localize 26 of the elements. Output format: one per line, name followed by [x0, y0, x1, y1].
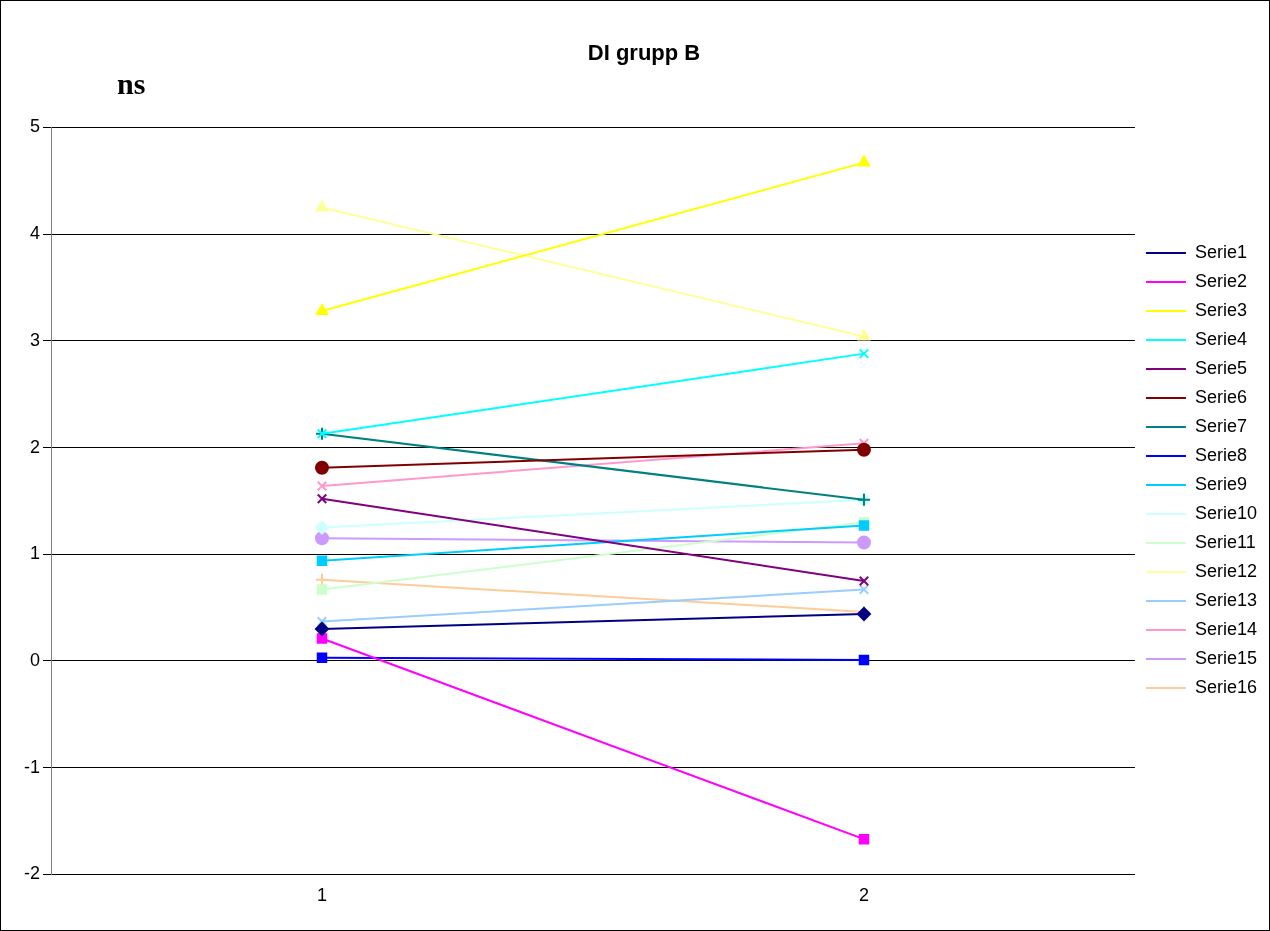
- y-tick-label: -1: [23, 756, 40, 777]
- legend-label: Serie11: [1194, 531, 1256, 552]
- legend-label: Serie13: [1194, 589, 1257, 610]
- y-tick-label: 3: [29, 329, 40, 350]
- legend-label: Serie7: [1194, 415, 1247, 436]
- legend-label: Serie16: [1194, 676, 1257, 697]
- legend-label: Serie12: [1194, 560, 1257, 581]
- legend-label: Serie8: [1194, 444, 1247, 465]
- legend-label: Serie9: [1194, 473, 1247, 494]
- y-tick-label: 1: [29, 543, 40, 564]
- text: ns: [117, 67, 146, 101]
- y-tick-label: -2: [23, 863, 40, 884]
- legend-label: Serie6: [1194, 386, 1247, 407]
- legend-label: Serie2: [1194, 270, 1247, 291]
- y-tick-label: 0: [29, 649, 40, 670]
- legend-label: Serie4: [1194, 328, 1247, 349]
- chart-title: DI grupp B: [587, 40, 701, 66]
- legend-label: Serie14: [1194, 618, 1257, 639]
- legend-label: Serie10: [1194, 502, 1257, 523]
- y-tick-label: 4: [29, 223, 40, 244]
- legend-label: Serie15: [1194, 647, 1257, 668]
- y-tick-label: 5: [29, 116, 40, 137]
- legend-label: Serie1: [1194, 241, 1247, 262]
- legend-label: Serie5: [1194, 357, 1247, 378]
- y-tick-label: 2: [29, 436, 40, 457]
- legend-label: Serie3: [1194, 299, 1247, 320]
